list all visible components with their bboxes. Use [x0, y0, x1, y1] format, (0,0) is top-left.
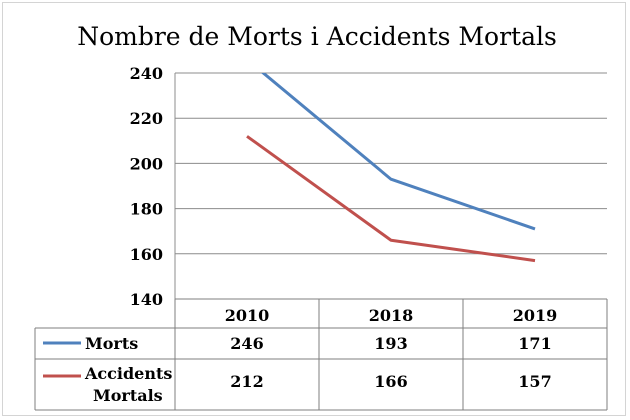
x-category-label: 2018 — [369, 306, 414, 325]
x-category-label: 2019 — [513, 306, 558, 325]
y-axis-ticks: 240 220 200 180 160 140 — [130, 64, 163, 309]
data-table: 2010 2018 2019 Morts 246 193 171 Accidents Morta… — [34, 298, 608, 411]
gridlines — [174, 72, 607, 300]
data-label: 171 — [518, 334, 551, 353]
legend-label: Morts — [85, 334, 138, 353]
y-tick-label: 140 — [130, 290, 163, 309]
data-label: 157 — [518, 372, 551, 391]
y-tick-label: 220 — [130, 109, 163, 128]
legend-label: Mortals — [93, 386, 163, 405]
series-line-accidents-mortals — [246, 135, 536, 263]
series-line-morts — [260, 73, 536, 231]
y-tick-label: 240 — [130, 64, 163, 83]
x-category-label: 2010 — [225, 306, 270, 325]
chart-title: Nombre de Morts i Accidents Mortals — [77, 22, 557, 51]
y-tick-label: 180 — [130, 200, 163, 219]
line-chart: Nombre de Morts i Accidents Mortals 2402… — [34, 22, 608, 411]
data-label: 193 — [374, 334, 407, 353]
data-label: 212 — [230, 372, 263, 391]
y-tick-label: 160 — [130, 245, 163, 264]
chart-frame: Nombre de Morts i Accidents Mortals 240 2… — [2, 2, 626, 416]
data-label: 246 — [230, 334, 263, 353]
data-label: 166 — [374, 372, 407, 391]
y-tick-label: 200 — [130, 154, 163, 173]
legend-label: Accidents — [84, 364, 172, 383]
series-lines — [246, 73, 536, 263]
